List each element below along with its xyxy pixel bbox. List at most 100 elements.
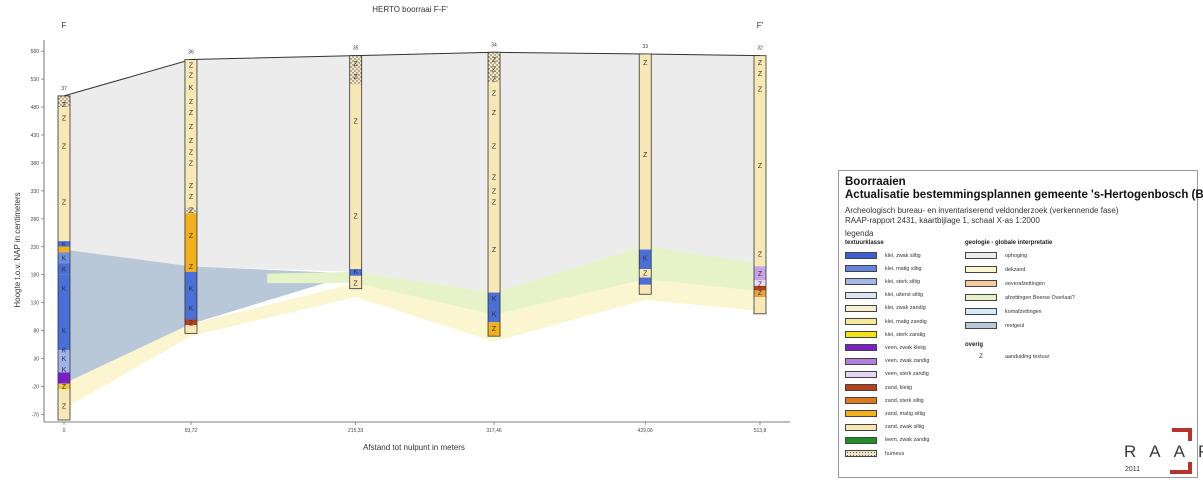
y-tick-label: 30	[33, 357, 39, 363]
texture-mark: Z	[354, 214, 359, 221]
texture-mark: Z	[643, 60, 648, 67]
borehole-layer	[58, 355, 70, 373]
legend-swatch	[845, 278, 877, 286]
texture-mark: Z	[492, 200, 497, 207]
texture-mark: Z	[354, 74, 359, 81]
legend-swatch	[845, 291, 877, 299]
borehole-layer	[488, 52, 501, 82]
borehole-layer	[58, 389, 70, 420]
texture-mark: K	[189, 286, 194, 293]
legend-label: klei, matig siltig	[885, 265, 922, 272]
legend-texture-item: klei, sterk siltig	[845, 277, 920, 286]
texture-mark: K	[62, 241, 67, 248]
y-tick-label: 480	[31, 105, 40, 111]
legend-swatch	[845, 344, 877, 352]
y-tick-label: 380	[31, 161, 40, 167]
legend-label: klei, zwak siltig	[885, 252, 921, 259]
legend-texture-item: zand, zwak siltig	[845, 423, 924, 432]
legend-label: klei, matig zandig	[885, 318, 927, 325]
legend-swatch	[965, 294, 997, 301]
borehole-id: 32	[757, 46, 763, 52]
texture-mark: Z	[354, 61, 359, 68]
legend-swatch	[965, 322, 997, 329]
texture-mark: Z	[189, 207, 194, 214]
legend-swatch	[845, 265, 877, 273]
texture-mark: Z	[758, 87, 763, 94]
legend-geology-item: afzettingen Beerse Overlaat?	[965, 293, 1075, 302]
borehole-id: 35	[353, 46, 359, 52]
borehole-layer	[184, 59, 197, 208]
borehole-outline	[487, 51, 501, 337]
legend-swatch	[845, 423, 877, 431]
texture-mark: K	[643, 255, 648, 262]
legend-texture-item: veen, zwak kleiig	[845, 343, 926, 352]
texture-mark: Z	[492, 247, 497, 254]
legend-label: oeverafzettingen	[1005, 280, 1045, 287]
raap-logo: RAAP	[1124, 442, 1203, 461]
borehole-outline	[57, 95, 71, 421]
y-tick-label: 580	[31, 49, 40, 55]
texture-mark: Z	[189, 124, 194, 131]
legend-texture-item: leem, zwak zandig	[845, 436, 929, 445]
legend-texture-item: klei, uiterst siltig	[845, 291, 923, 300]
borehole-layer	[754, 55, 766, 267]
texture-mark: Z	[62, 384, 67, 391]
borehole-layer	[639, 53, 652, 250]
x-tick-label: 215,33	[348, 428, 364, 434]
raap-logo-bracket-top	[1172, 428, 1192, 441]
legend-swatch	[845, 450, 877, 457]
texture-mark: K	[62, 367, 67, 374]
geologie-heading: geologie - globale interpretatie	[965, 240, 1053, 246]
borehole-layer	[58, 274, 70, 351]
borehole-layer	[754, 297, 766, 314]
borehole-layer	[58, 107, 70, 242]
legend-swatch	[845, 252, 877, 259]
borehole-layer	[349, 275, 362, 289]
texture-mark: Z	[354, 119, 359, 126]
borehole-layer	[488, 322, 501, 337]
texture-mark: Z	[189, 138, 194, 145]
texture-mark: Z	[758, 60, 763, 67]
borehole-layer	[58, 95, 70, 108]
x-axis-label: Afstand tot nulpunt in meters	[363, 443, 465, 452]
borehole-layer	[58, 252, 70, 264]
borehole-layer	[58, 263, 70, 275]
x-tick-label: 429,06	[638, 428, 654, 434]
legend-texture-item: veen, sterk zandig	[845, 370, 929, 379]
texture-mark: Z	[189, 63, 194, 70]
legend-swatch	[845, 370, 877, 378]
texture-mark: Z	[189, 194, 194, 201]
legend-swatch	[965, 252, 997, 259]
borehole-layer	[184, 325, 197, 334]
texture-mark: K	[62, 286, 67, 293]
texture-mark: Z	[189, 264, 194, 271]
texture-mark: K	[492, 296, 497, 303]
legend-texture-item: zand, matig siltig	[845, 409, 925, 418]
borehole-layer	[58, 383, 70, 390]
y-tick-label: 280	[31, 217, 40, 223]
legend-label: klei, sterk siltig	[885, 278, 921, 285]
legend-swatch	[845, 331, 877, 339]
texture-mark: Z	[758, 252, 763, 259]
surface-line-layer	[63, 51, 761, 97]
legend-label: klei, zwak zandig	[885, 305, 926, 312]
legend-label: veen, sterk zandig	[885, 371, 929, 378]
texture-mark: K	[62, 348, 67, 355]
boorraai-profile: HERTO boorraai F-F' F F' Hoogte t.o.v. N…	[13, 5, 790, 452]
borehole-id: 37	[61, 86, 67, 92]
texture-mark: Z	[62, 404, 67, 411]
y-tick-label: 530	[31, 77, 40, 83]
y-tick-label: 80	[33, 329, 39, 335]
y-axis-label: Hoogte t.o.v. NAP in centimeters	[13, 192, 22, 307]
legend-swatch	[845, 384, 877, 391]
texture-mark: Z	[492, 326, 497, 333]
borehole-layer	[349, 55, 362, 85]
texture-mark: K	[189, 85, 194, 92]
legend-geology-item: ophoging	[965, 251, 1027, 260]
y-tick-label: 180	[31, 273, 40, 279]
borehole-layer	[754, 280, 766, 286]
borehole-id: 36	[188, 50, 194, 56]
legend-texture-item: klei, matig zandig	[845, 317, 927, 326]
